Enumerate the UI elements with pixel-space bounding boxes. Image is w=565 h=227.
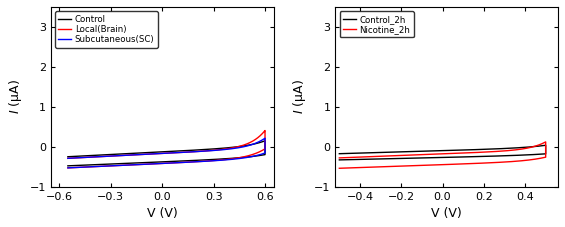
Subcutaneous(SC) bbox=[117, 154, 124, 157]
Legend: Control, Local(Brain), Subcutaneous(SC): Control, Local(Brain), Subcutaneous(SC) bbox=[55, 11, 158, 48]
Local(Brain) bbox=[197, 150, 204, 153]
Local(Brain) bbox=[236, 145, 242, 148]
Subcutaneous(SC) bbox=[64, 157, 71, 160]
Control_2h bbox=[406, 150, 412, 153]
Control bbox=[236, 145, 242, 148]
Subcutaneous(SC) bbox=[64, 167, 71, 169]
Control bbox=[64, 165, 71, 167]
Local(Brain) bbox=[243, 155, 250, 158]
Control bbox=[262, 139, 268, 142]
Control bbox=[243, 156, 250, 158]
Control bbox=[131, 152, 138, 155]
Line: Control: Control bbox=[68, 141, 265, 166]
Nicotine_2h bbox=[515, 148, 522, 151]
X-axis label: V (V): V (V) bbox=[147, 207, 177, 220]
Control bbox=[117, 153, 124, 155]
Nicotine_2h bbox=[523, 159, 530, 162]
Nicotine_2h bbox=[336, 167, 343, 170]
Subcutaneous(SC) bbox=[243, 156, 250, 159]
Nicotine_2h bbox=[391, 154, 398, 157]
Subcutaneous(SC) bbox=[251, 155, 258, 157]
Nicotine_2h bbox=[406, 154, 412, 157]
Control_2h bbox=[523, 153, 530, 156]
Y-axis label: $I$ (μA): $I$ (μA) bbox=[7, 79, 24, 114]
Nicotine_2h bbox=[532, 158, 538, 160]
Control_2h bbox=[391, 151, 398, 153]
Y-axis label: $I$ (μA): $I$ (μA) bbox=[292, 79, 308, 114]
Subcutaneous(SC) bbox=[131, 153, 138, 156]
Nicotine_2h bbox=[336, 157, 343, 159]
Subcutaneous(SC) bbox=[236, 146, 242, 149]
Local(Brain) bbox=[64, 167, 71, 169]
Control bbox=[251, 155, 258, 158]
Nicotine_2h bbox=[475, 151, 482, 154]
Line: Subcutaneous(SC): Subcutaneous(SC) bbox=[68, 138, 265, 168]
Control_2h bbox=[532, 153, 538, 156]
Control_2h bbox=[515, 146, 522, 149]
Subcutaneous(SC) bbox=[197, 150, 204, 153]
Control_2h bbox=[336, 152, 343, 155]
Control bbox=[64, 155, 71, 158]
Control_2h bbox=[336, 158, 343, 161]
Line: Control_2h: Control_2h bbox=[340, 145, 546, 160]
Line: Nicotine_2h: Nicotine_2h bbox=[340, 142, 546, 168]
Control bbox=[197, 148, 204, 151]
Nicotine_2h bbox=[542, 141, 549, 143]
Local(Brain) bbox=[117, 154, 124, 157]
Line: Local(Brain): Local(Brain) bbox=[68, 131, 265, 168]
Local(Brain) bbox=[262, 129, 268, 132]
X-axis label: V (V): V (V) bbox=[431, 207, 462, 220]
Control_2h bbox=[542, 144, 549, 147]
Local(Brain) bbox=[251, 152, 258, 155]
Control_2h bbox=[475, 148, 482, 151]
Local(Brain) bbox=[64, 157, 71, 160]
Local(Brain) bbox=[131, 153, 138, 156]
Subcutaneous(SC) bbox=[262, 137, 268, 140]
Legend: Control_2h, Nicotine_2h: Control_2h, Nicotine_2h bbox=[340, 11, 414, 37]
